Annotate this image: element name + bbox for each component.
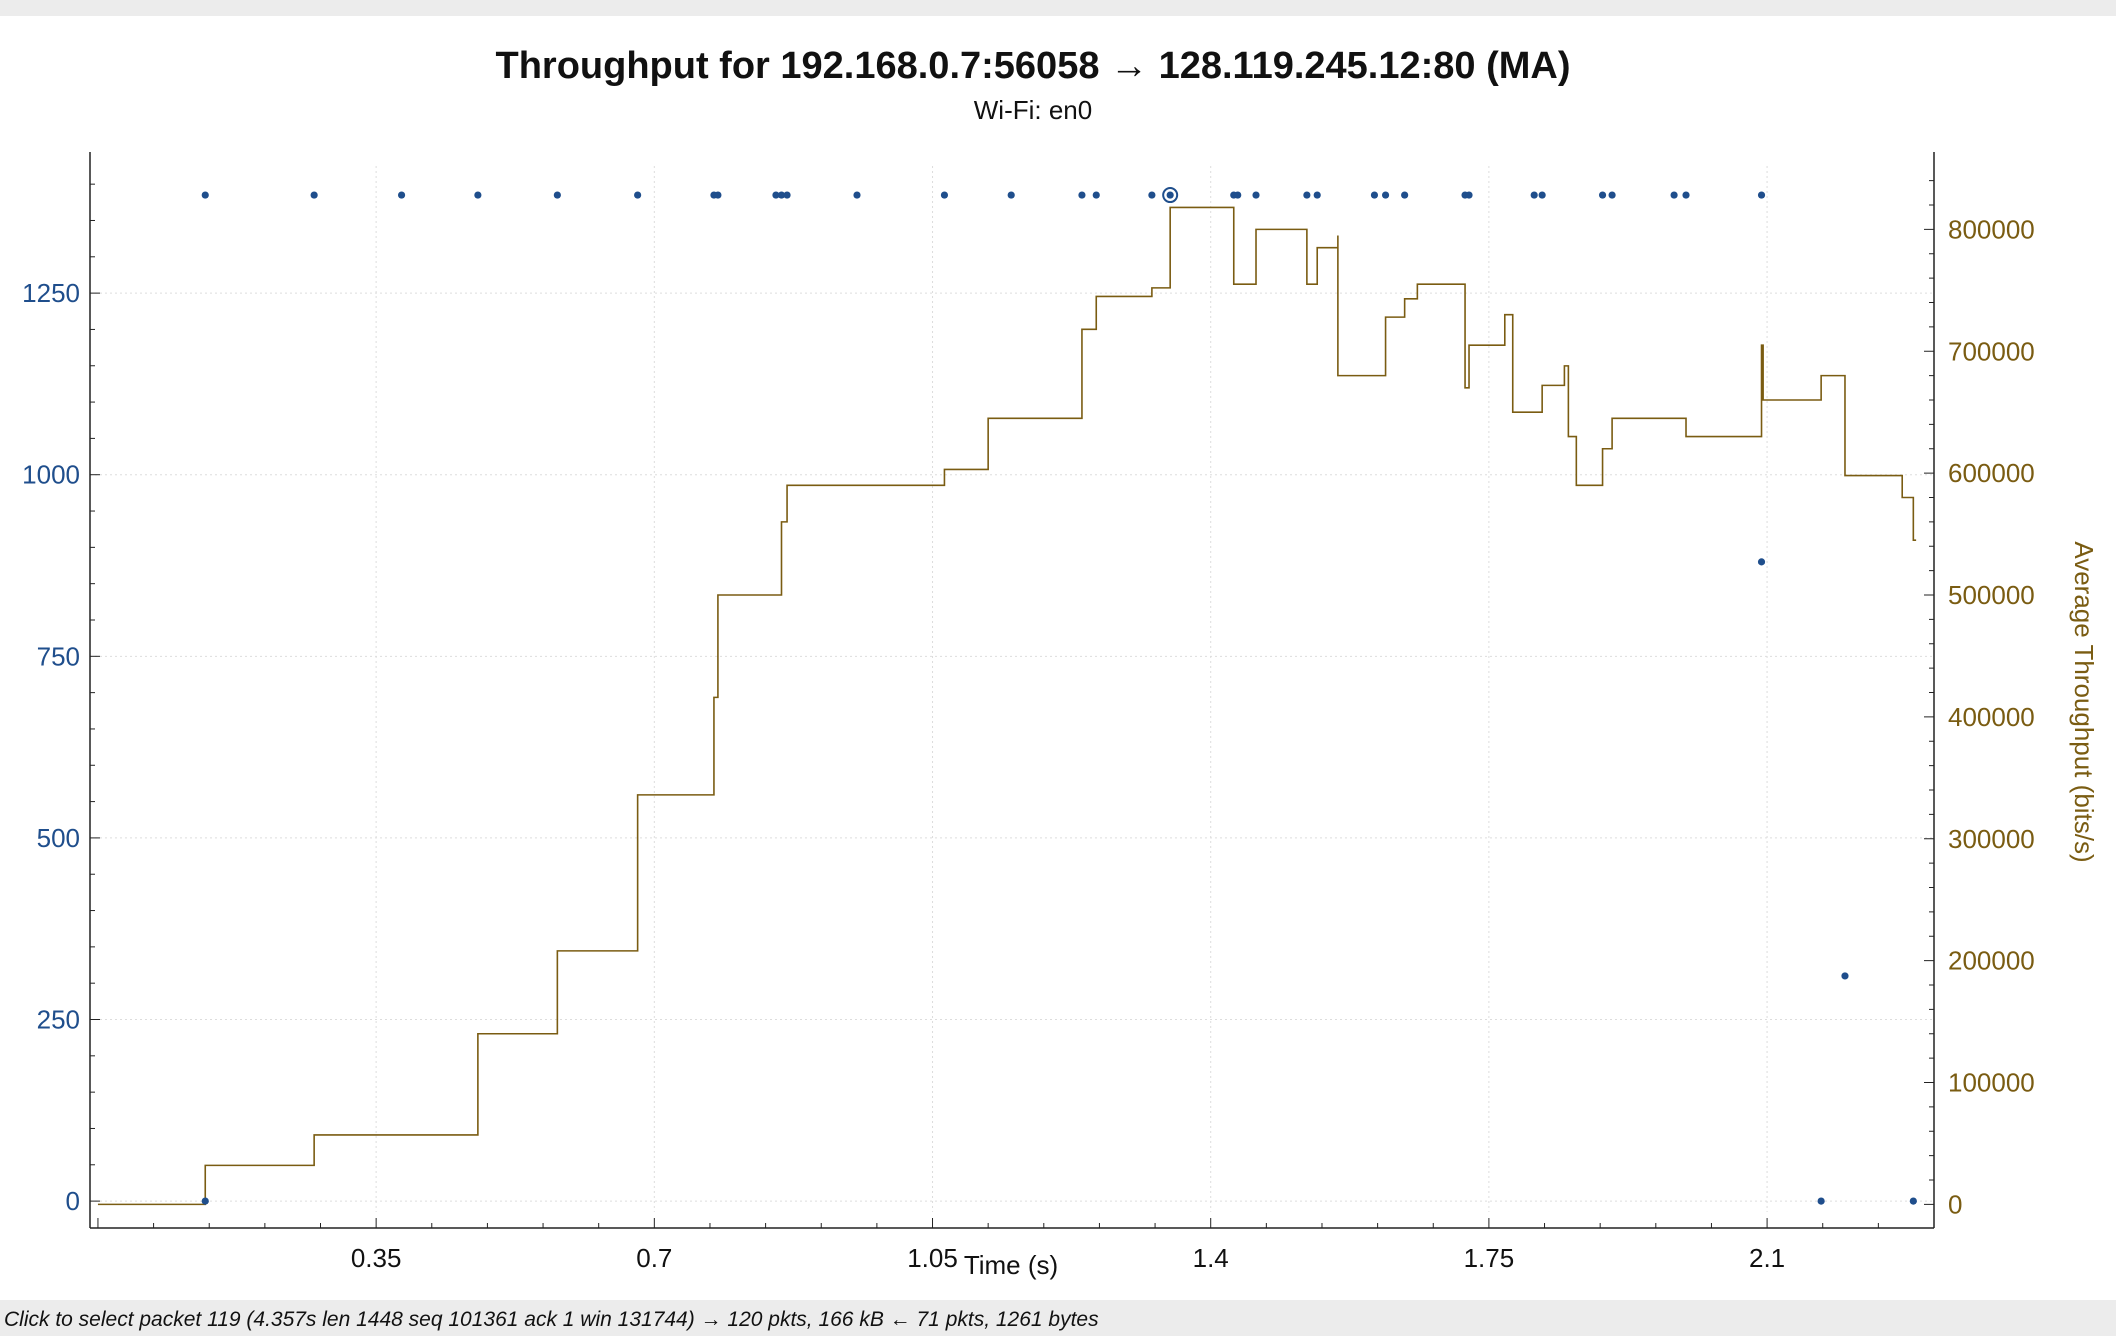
segment-point[interactable] [1092, 191, 1100, 199]
segment-point[interactable] [1007, 191, 1015, 199]
y-left-tick-label: 0 [66, 1186, 80, 1216]
y-right-tick-label: 100000 [1948, 1068, 2035, 1098]
segment-point[interactable] [1817, 1197, 1825, 1205]
segment-point[interactable] [1909, 1197, 1917, 1205]
x-tick-label: 2.1 [1749, 1243, 1785, 1273]
segment-point[interactable] [1682, 191, 1690, 199]
axes [89, 152, 1935, 1229]
y-left-tick-label: 1250 [22, 278, 80, 308]
segment-point[interactable] [1465, 191, 1473, 199]
chart-subtitle: Wi-Fi: en0 [974, 95, 1092, 125]
y-right-tick-label: 300000 [1948, 824, 2035, 854]
chart-title: Throughput for 192.168.0.7:56058 → 128.1… [495, 45, 1570, 87]
segment-point[interactable] [1841, 972, 1849, 980]
segment-point[interactable] [474, 191, 482, 199]
segment-point[interactable] [1757, 191, 1766, 199]
segment-point[interactable] [853, 191, 861, 199]
segment-point[interactable] [1530, 191, 1538, 199]
segment-point[interactable] [397, 191, 406, 199]
selected-point-marker[interactable] [1162, 187, 1179, 204]
y-right-tick-label: 0 [1948, 1189, 1962, 1219]
segment-point[interactable] [714, 191, 722, 199]
segment-point[interactable] [1078, 191, 1086, 199]
throughput-chart[interactable]: Throughput for 192.168.0.7:56058 → 128.1… [0, 16, 2116, 1300]
y-left-tick-label: 250 [37, 1005, 80, 1035]
segment-point[interactable] [1166, 191, 1174, 199]
segment-point[interactable] [634, 191, 642, 199]
x-tick-label: 0.35 [351, 1243, 402, 1273]
y-right-tick-label: 500000 [1948, 580, 2035, 610]
segment-point[interactable] [772, 191, 780, 199]
x-tick-label: 1.05 [907, 1243, 958, 1273]
status-bar: Click to select packet 119 (4.357s len 1… [0, 1300, 2116, 1336]
segment-point[interactable] [201, 1197, 209, 1205]
segment-point[interactable] [1670, 191, 1678, 199]
right-axis-label: Average Throughput (bits/s) [2069, 541, 2099, 862]
throughput-series [97, 206, 1917, 1206]
segment-point[interactable] [310, 191, 318, 199]
segment-point[interactable] [940, 191, 949, 199]
y-left-tick-label: 750 [37, 641, 80, 671]
segment-point[interactable] [1234, 191, 1242, 199]
segment-point[interactable] [1303, 191, 1311, 199]
graph-window: Throughput for 192.168.0.7:56058 → 128.1… [0, 16, 2116, 1300]
segment-point[interactable] [1598, 191, 1607, 199]
segment-point[interactable] [777, 191, 786, 199]
x-axis-label: Time (s) [964, 1250, 1058, 1280]
x-tick-label: 1.75 [1464, 1243, 1515, 1273]
segment-point[interactable] [1370, 191, 1379, 199]
segment-point[interactable] [1608, 191, 1616, 199]
x-tick-label: 0.7 [636, 1243, 672, 1273]
y-right-tick-label: 700000 [1948, 336, 2035, 366]
x-tick-label: 1.4 [1193, 1243, 1229, 1273]
y-right-tick-label: 200000 [1948, 946, 2035, 976]
tick-labels: 0.35 0.7 1.05 1.4 1.75 2.1 0 250 500 750 1000 1250 0… [22, 214, 2035, 1273]
y-left-tick-label: 1000 [22, 460, 80, 490]
segment-point[interactable] [783, 191, 791, 199]
segment-point[interactable] [1381, 191, 1390, 199]
segment-point[interactable] [1148, 191, 1156, 199]
segment-point[interactable] [1313, 191, 1321, 199]
y-right-tick-label: 600000 [1948, 458, 2035, 488]
segment-point[interactable] [553, 191, 561, 199]
segment-point[interactable] [1538, 191, 1546, 199]
segment-points-series[interactable] [201, 187, 1917, 1205]
y-right-tick-label: 800000 [1948, 214, 2035, 244]
segment-point[interactable] [1757, 558, 1766, 566]
y-right-tick-label: 400000 [1948, 702, 2035, 732]
y-left-tick-label: 500 [37, 823, 80, 853]
segment-point[interactable] [1252, 191, 1260, 199]
segment-point[interactable] [201, 191, 209, 199]
grid [90, 166, 1934, 1212]
status-text: Click to select packet 119 (4.357s len 1… [4, 1308, 1099, 1331]
segment-point[interactable] [1401, 191, 1409, 199]
throughput-step-line [97, 206, 1917, 1206]
